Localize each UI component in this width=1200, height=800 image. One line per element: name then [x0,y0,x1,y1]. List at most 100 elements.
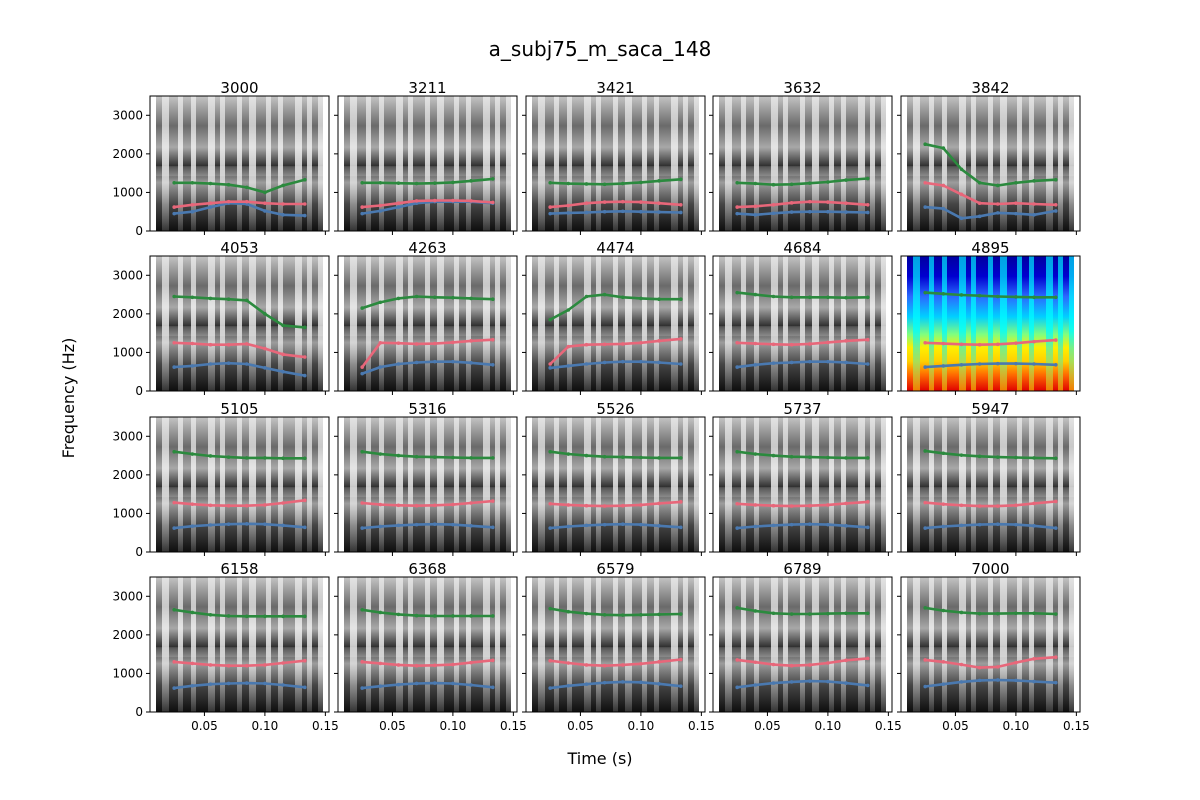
formant-line [548,607,683,617]
formant-point [959,293,964,297]
formant-point [639,522,643,527]
spectrogram-stripe [1000,577,1007,712]
spectrogram-band [344,166,511,177]
formant-point [679,177,683,182]
spectrogram-stripe [654,256,659,391]
spectrogram-stripe [754,96,759,231]
formant-point [172,607,176,612]
formant-point [469,296,473,301]
spectrogram-stripe [858,577,865,712]
spectrogram-stripe [771,417,778,552]
formant-point [584,201,589,206]
formant-point [844,456,848,460]
spectrogram-band [719,166,886,177]
panel: 5737 [709,400,893,556]
spectrogram-stripe [506,256,511,391]
spectrogram-stripe [249,417,256,552]
formant-point [977,454,982,459]
formant-point [789,680,794,684]
formant-point [1014,361,1018,366]
formant-point [753,362,758,367]
formant-point [844,611,848,616]
spectrogram-stripe [800,417,805,552]
spectrogram-stripe [396,577,403,712]
formant-point [469,523,473,528]
formant-point [396,503,401,508]
formant-point [771,342,776,347]
formant-point [679,362,683,366]
formant-point [432,663,437,668]
formant-point [771,453,776,458]
formant-point [923,449,927,453]
formant-point [263,503,267,507]
spectrogram-stripe [671,577,678,712]
spectrogram-band [907,487,1074,498]
formant-point [657,179,661,183]
formant-point [679,525,683,530]
formant-point [771,182,776,187]
formant-point [941,292,946,296]
panel: 4684 [709,239,893,395]
spectrogram-stripe [178,417,183,552]
formant-line [735,450,870,460]
x-tick-label: 0.05 [754,719,781,733]
spectrogram-stripe [1029,577,1034,712]
spectrogram-stripe [396,256,403,391]
formant-point [923,526,927,530]
formant-point [602,522,607,527]
formant-point [620,503,625,508]
formant-point [414,503,419,508]
formant-point [789,360,794,365]
spectrogram-stripe [1017,96,1022,231]
formant-point [977,214,982,219]
formant-point [414,181,419,186]
formant-point [469,660,473,665]
formant-point [208,613,213,617]
formant-line [360,199,495,209]
spectrogram-band [719,487,886,498]
formant-point [303,658,307,663]
formant-point [959,523,964,528]
formant-point [735,340,739,345]
formant-point [679,210,683,215]
formant-point [771,211,776,216]
spectrogram-stripe [741,417,746,552]
formant-point [771,294,776,299]
panel-frame [712,255,893,392]
formant-point [469,361,473,365]
formant-point [172,294,176,299]
spectrogram-stripe [841,96,846,231]
spectrogram-stripe [307,96,312,231]
formant-point [1014,295,1018,299]
formant-point [281,523,285,528]
formant-point [378,524,383,529]
spectrogram-stripe [437,417,444,552]
panel-title: 5316 [408,400,446,418]
spectrogram-stripe [1046,417,1053,552]
spectrogram-stripe [567,577,572,712]
formant-point [657,456,661,460]
formant-point [226,503,231,508]
spectrogram-stripe [913,96,920,231]
spectrogram-stripe [379,256,384,391]
spectrogram-stripe [942,417,947,552]
spectrogram-stripe [506,417,511,552]
formant-point [995,294,1000,299]
formant-point [226,455,231,459]
formant-point [263,201,267,206]
formant-point [844,501,848,506]
formant-point [620,613,625,617]
spectrogram-stripe [178,577,183,712]
spectrogram-band [156,487,323,498]
spectrogram-stripe [425,577,430,712]
spectrogram-stripe [929,256,934,391]
formant-point [826,522,830,527]
formant-point [360,371,364,376]
formant-point [753,503,758,507]
formant-point [1014,341,1018,345]
formant-line [923,678,1058,688]
panel: 5526 [522,400,706,556]
panel: 6789 0.05 0.10 0.15 [709,560,902,733]
spectrogram-stripe [694,96,699,231]
spectrogram-stripe [220,256,225,391]
